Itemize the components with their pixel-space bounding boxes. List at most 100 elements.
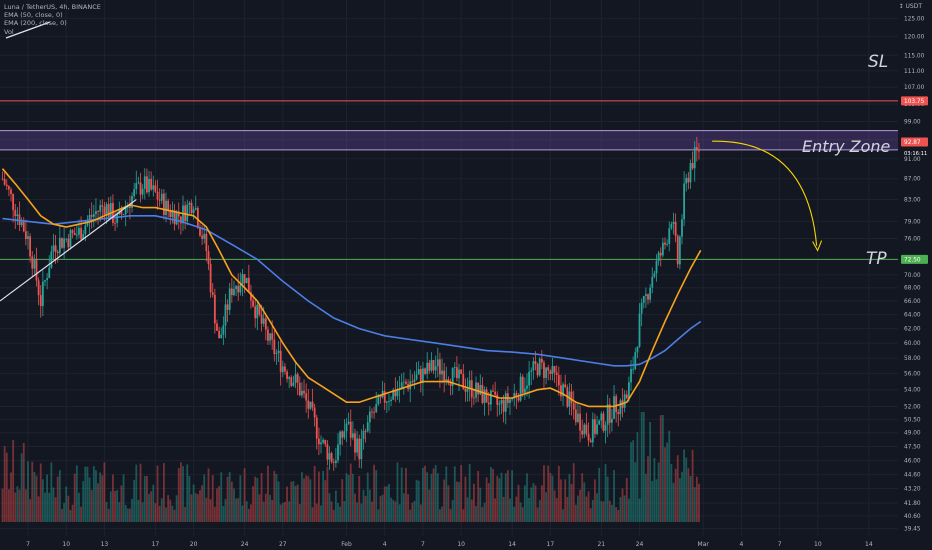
volume-bar-185: [394, 501, 397, 522]
volume-bar-117: [250, 504, 252, 522]
candle-body-264: [562, 384, 564, 397]
candle-body-36: [78, 227, 80, 235]
candle-body-247: [526, 385, 528, 389]
candle-body-273: [581, 430, 584, 435]
volume-bar-251: [534, 485, 537, 522]
legend-ema50[interactable]: EMA (50, close, 0): [4, 11, 63, 20]
volume-bar-60: [129, 508, 131, 522]
candle-body-109: [233, 289, 235, 296]
candle-body-152: [324, 439, 327, 445]
candle-body-159: [339, 431, 342, 445]
candle-body-120: [256, 304, 259, 319]
candle-body-300: [638, 313, 641, 347]
candle-body-276: [587, 433, 590, 441]
volume-bar-260: [553, 490, 556, 522]
candle-body-214: [456, 367, 458, 379]
volume-bar-55: [118, 502, 121, 522]
candle-body-74: [158, 199, 161, 201]
candle-body-228: [485, 389, 488, 403]
volume-bar-236: [502, 496, 505, 522]
price-axis[interactable]: 39.45 40.60 41.80 43.20 44.60 46.00 47.50 49.00…: [898, 0, 932, 550]
volume-bar-242: [515, 496, 518, 522]
entry-zone-annotation[interactable]: Entry Zone: [802, 137, 891, 156]
candle-body-190: [405, 381, 407, 384]
candle-body-113: [241, 274, 244, 285]
volume-bar-90: [192, 484, 195, 522]
volume-bar-313: [666, 442, 669, 522]
volume-bar-106: [226, 476, 229, 522]
candle-body-75: [160, 193, 163, 201]
volume-bar-120: [256, 478, 259, 522]
volume-bar-144: [307, 476, 310, 522]
volume-bar-151: [322, 470, 325, 522]
volume-bar-297: [632, 440, 635, 522]
last-price-tag-label: 92.87: [904, 140, 921, 146]
volume-bar-93: [199, 490, 201, 522]
ema50-line: [1, 168, 702, 408]
candle-body-9: [20, 221, 23, 226]
candle-body-320: [681, 219, 683, 237]
candle-body-157: [334, 460, 337, 463]
candle-body-150: [320, 442, 322, 445]
x-tick-label-8: 4: [383, 541, 387, 548]
y-tick-label-32: 125.00: [904, 16, 925, 22]
candle-body-15: [33, 258, 36, 269]
candle-body-128: [273, 339, 276, 354]
volume-bar-58: [124, 504, 127, 522]
candle-body-254: [540, 358, 543, 363]
volume-bar-150: [320, 505, 322, 522]
volume-bar-267: [568, 474, 571, 522]
candle-body-67: [143, 176, 146, 189]
legend-symbol[interactable]: Luna / TetherUS, 4h, BINANCE: [4, 3, 101, 11]
volume-bar-167: [356, 502, 359, 522]
volume-bar-224: [477, 470, 480, 522]
candle-body-233: [496, 394, 499, 405]
volume-bar-70: [150, 491, 153, 522]
legend-ema200[interactable]: EMA (200, close, 0): [4, 19, 67, 28]
candle-body-137: [292, 382, 295, 386]
volume-bar-289: [615, 507, 618, 522]
volume-bar-72: [154, 503, 157, 522]
sl-annotation[interactable]: SL: [868, 52, 889, 72]
volume-bar-134: [286, 486, 288, 522]
candle-body-135: [288, 377, 291, 379]
volume-bar-269: [572, 463, 575, 522]
volume-bar-28: [61, 508, 63, 522]
candle-body-297: [632, 368, 635, 370]
volume-bar-86: [184, 506, 187, 522]
candle-body-153: [326, 444, 329, 460]
candle-body-212: [451, 367, 454, 386]
volume-bar-154: [328, 493, 331, 522]
volume-bar-194: [413, 501, 416, 522]
candle-body-182: [388, 401, 390, 402]
volume-bar-175: [373, 464, 376, 522]
volume-bar-109: [233, 488, 235, 522]
candle-body-305: [649, 287, 652, 300]
candle-body-24: [52, 245, 55, 252]
volume-bar-220: [468, 464, 471, 522]
volume-bar-0: [1, 488, 4, 522]
volume-bar-32: [69, 509, 72, 522]
volume-bar-221: [470, 499, 473, 522]
candle-body-289: [615, 396, 618, 413]
candle-body-19: [41, 281, 44, 307]
candle-body-23: [50, 251, 53, 268]
y-tick-label-30: 115.00: [904, 53, 925, 59]
volume-bar-240: [511, 470, 514, 522]
candle-body-293: [623, 394, 626, 408]
candle-body-26: [56, 251, 59, 254]
volume-bar-124: [264, 493, 267, 522]
candle-body-50: [107, 204, 110, 218]
candle-body-269: [572, 403, 575, 410]
volume-bar-248: [528, 498, 531, 522]
legend-vol[interactable]: Vol: [4, 27, 14, 36]
candle-body-106: [226, 304, 229, 310]
candle-body-326: [693, 147, 696, 169]
time-axis[interactable]: 7 10 13 17 20 24 27 Feb 4 7 10 14 17 21 24 Mar 4 7 10 14: [0, 536, 932, 550]
volume-bar-100: [213, 506, 216, 522]
candle-body-103: [220, 334, 223, 339]
tp-annotation[interactable]: TP: [866, 249, 887, 269]
y-tick-label-9: 52.00: [904, 404, 921, 410]
